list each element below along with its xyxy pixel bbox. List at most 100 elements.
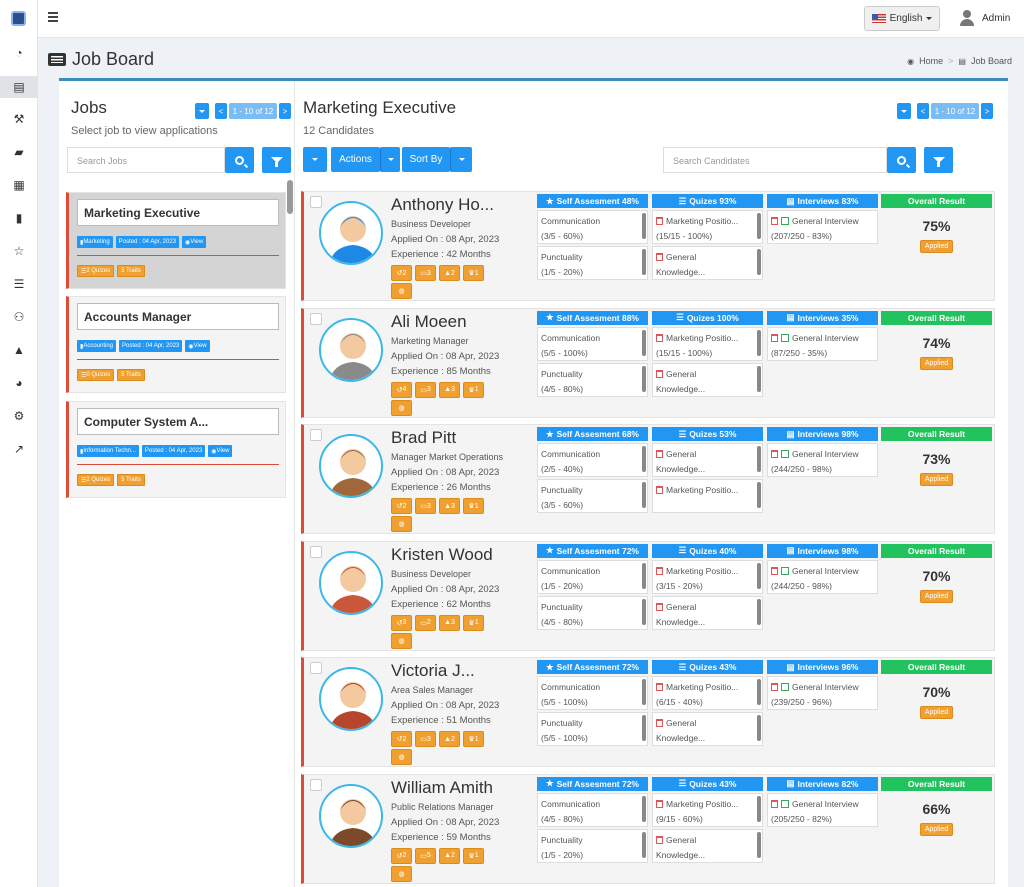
job-title[interactable]: Computer System A...: [77, 408, 279, 435]
trash-icon[interactable]: [771, 217, 778, 225]
actions-button[interactable]: Actions: [331, 147, 380, 172]
self-item[interactable]: Communication (4/5 - 80%): [537, 792, 648, 827]
item-scrollbar[interactable]: [757, 329, 761, 356]
item-scrollbar[interactable]: [642, 562, 646, 589]
self-item[interactable]: Punctuality (4/5 - 80%): [537, 595, 648, 630]
self-item[interactable]: Communication (5/5 - 100%): [537, 326, 648, 361]
quiz-item[interactable]: General Knowledge...: [652, 828, 763, 863]
clipboard-icon[interactable]: ▮: [15, 211, 23, 225]
breadcrumb-home[interactable]: Home: [919, 56, 944, 66]
search-candidates-button[interactable]: [887, 147, 916, 173]
interview-item[interactable]: General Interview (244/250 - 98%): [767, 559, 878, 594]
item-scrollbar[interactable]: [757, 715, 761, 741]
edit-icon[interactable]: [781, 217, 789, 225]
search-jobs-input[interactable]: Search Jobs: [67, 147, 225, 173]
trash-icon[interactable]: [656, 566, 663, 575]
edit-icon[interactable]: [781, 566, 789, 575]
actions-caret-button[interactable]: [380, 147, 400, 172]
candidate-checkbox[interactable]: [310, 545, 322, 558]
interview-item[interactable]: General Interview (207/250 - 83%): [767, 210, 878, 244]
candidate-card[interactable]: Brad Pitt Manager Market Operations Appl…: [301, 424, 995, 534]
quiz-item[interactable]: General Knowledge...: [652, 712, 763, 746]
trash-icon[interactable]: [656, 799, 663, 808]
external-link-icon[interactable]: ↗: [13, 442, 25, 456]
pager-dropdown-button[interactable]: [195, 103, 209, 119]
quiz-item[interactable]: General Knowledge...: [652, 362, 763, 397]
self-item[interactable]: Communication (3/5 - 60%): [537, 210, 648, 244]
chart-icon[interactable]: ◕: [15, 376, 23, 390]
candidate-card[interactable]: Anthony Ho... Business Developer Applied…: [301, 191, 995, 301]
item-scrollbar[interactable]: [757, 365, 761, 392]
item-scrollbar[interactable]: [757, 482, 761, 508]
job-view-button[interactable]: ◉ View: [208, 445, 233, 457]
item-scrollbar[interactable]: [757, 795, 761, 822]
self-item[interactable]: Communication (2/5 - 40%): [537, 443, 648, 477]
graduation-cap-icon[interactable]: ▲: [13, 343, 25, 357]
item-scrollbar[interactable]: [642, 679, 646, 705]
item-scrollbar[interactable]: [757, 598, 761, 625]
item-scrollbar[interactable]: [757, 562, 761, 589]
trash-icon[interactable]: [656, 602, 663, 611]
select-dropdown-button[interactable]: [303, 147, 327, 172]
pager-next-button[interactable]: >: [279, 103, 291, 119]
job-title[interactable]: Accounts Manager: [77, 303, 279, 330]
candidate-card[interactable]: Victoria J... Area Sales Manager Applied…: [301, 657, 995, 767]
item-scrollbar[interactable]: [642, 715, 646, 741]
filter-jobs-button[interactable]: [262, 147, 291, 173]
edit-icon[interactable]: [781, 450, 789, 458]
self-item[interactable]: Punctuality (4/5 - 80%): [537, 362, 648, 397]
quiz-item[interactable]: Marketing Positio...: [652, 479, 763, 513]
candidate-name[interactable]: Victoria J...: [391, 661, 475, 680]
item-scrollbar[interactable]: [642, 446, 646, 472]
quiz-item[interactable]: General Knowledge...: [652, 595, 763, 630]
trash-icon[interactable]: [656, 369, 663, 378]
quiz-item[interactable]: Marketing Positio... (15/15 - 100%): [652, 210, 763, 244]
list-icon[interactable]: ☰: [13, 277, 25, 291]
job-card[interactable]: Marketing Executive ▮ Marketing Posted : …: [66, 192, 286, 289]
trash-icon[interactable]: [656, 835, 663, 844]
pager-next-button[interactable]: >: [981, 103, 993, 119]
pager-prev-button[interactable]: <: [917, 103, 929, 119]
item-scrollbar[interactable]: [757, 679, 761, 705]
star-icon[interactable]: ☆: [13, 244, 25, 258]
trash-icon[interactable]: [771, 333, 778, 342]
search-jobs-button[interactable]: [225, 147, 254, 173]
search-candidates-input[interactable]: Search Candidates: [663, 147, 887, 173]
trash-icon[interactable]: [656, 217, 663, 225]
user-menu[interactable]: Admin: [960, 10, 1010, 26]
job-title[interactable]: Marketing Executive: [77, 199, 279, 226]
menu-toggle-icon[interactable]: [48, 12, 58, 22]
candidate-checkbox[interactable]: [310, 429, 322, 441]
briefcase-icon[interactable]: ▰: [14, 145, 24, 159]
users-icon[interactable]: ⚇: [13, 310, 25, 324]
self-item[interactable]: Punctuality (1/5 - 20%): [537, 828, 648, 863]
jobs-scrollbar[interactable]: [287, 180, 293, 214]
item-scrollbar[interactable]: [642, 795, 646, 822]
quiz-item[interactable]: Marketing Positio... (15/15 - 100%): [652, 326, 763, 361]
item-scrollbar[interactable]: [642, 249, 646, 275]
pager-prev-button[interactable]: <: [215, 103, 227, 119]
candidate-card[interactable]: Ali Moeen Marketing Manager Applied On :…: [301, 307, 995, 418]
trash-icon[interactable]: [656, 719, 663, 727]
self-item[interactable]: Communication (5/5 - 100%): [537, 676, 648, 710]
interview-item[interactable]: General Interview (244/250 - 98%): [767, 443, 878, 477]
job-card[interactable]: Computer System A... ▮ Information Techn.…: [66, 401, 286, 498]
trash-icon[interactable]: [771, 799, 778, 808]
trash-icon[interactable]: [656, 486, 663, 494]
self-item[interactable]: Punctuality (3/5 - 60%): [537, 479, 648, 513]
item-scrollbar[interactable]: [642, 213, 646, 239]
candidate-card[interactable]: William Amith Public Relations Manager A…: [301, 773, 995, 884]
item-scrollbar[interactable]: [757, 831, 761, 858]
pager-dropdown-button[interactable]: [897, 103, 911, 119]
item-scrollbar[interactable]: [757, 446, 761, 472]
interview-item[interactable]: General Interview (239/250 - 96%): [767, 676, 878, 710]
interview-item[interactable]: General Interview (205/250 - 82%): [767, 792, 878, 827]
sort-caret-button[interactable]: [450, 147, 472, 172]
job-board-icon[interactable]: ▤: [0, 76, 38, 98]
candidate-card[interactable]: Kristen Wood Business Developer Applied …: [301, 540, 995, 651]
self-item[interactable]: Punctuality (1/5 - 20%): [537, 246, 648, 280]
trash-icon[interactable]: [771, 566, 778, 575]
candidate-name[interactable]: Ali Moeen: [391, 311, 467, 331]
item-scrollbar[interactable]: [642, 329, 646, 356]
edit-icon[interactable]: [781, 333, 789, 342]
